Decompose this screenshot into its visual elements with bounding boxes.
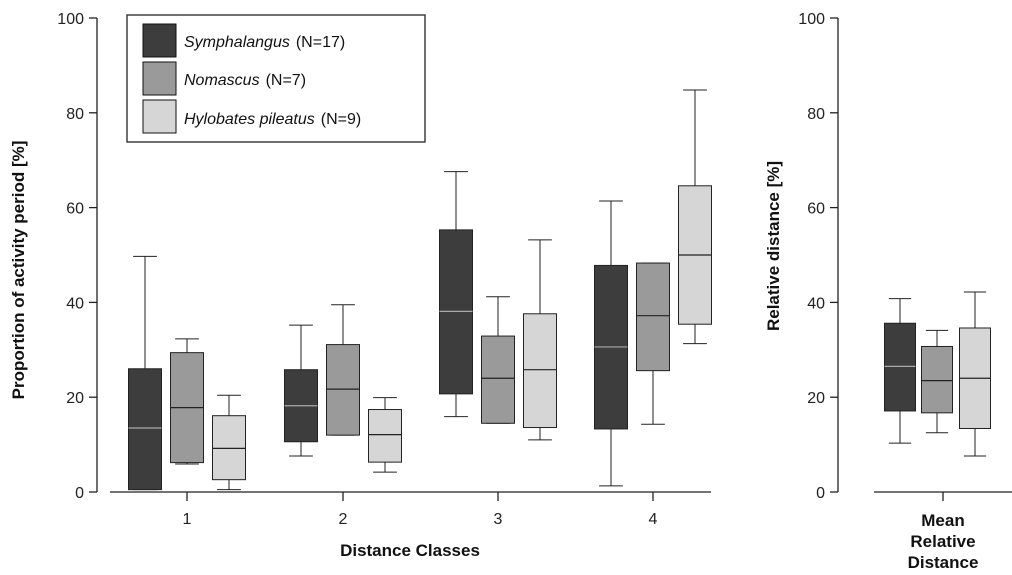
box-class-2-series-2-iqr-box	[326, 344, 360, 436]
left-y-tick-label: 60	[66, 201, 84, 218]
right-x-axis-title-line-2: Relative	[910, 532, 975, 551]
left-x-tick-label: 4	[649, 511, 658, 528]
right-y-tick-label: 40	[807, 295, 825, 312]
legend-swatch-hylobates-pileatus	[142, 99, 177, 134]
box-class-1-series-1-iqr-box	[128, 368, 162, 491]
left-x-tick-label: 1	[183, 511, 192, 528]
box-class-3-series-3	[523, 239, 557, 441]
box-class-3-series-2-iqr-box	[481, 335, 515, 424]
legend-label-nomascus: Nomascus (N=7)	[184, 72, 306, 89]
box-class-3-series-3-iqr-box	[523, 313, 557, 429]
right-y-tick-label: 80	[807, 106, 825, 123]
box-class-1-series-3-iqr-box	[212, 415, 246, 481]
box-class-3-series-1	[439, 171, 473, 418]
box-mean-relative-distance-series-1	[884, 298, 916, 444]
box-class-3-series-2	[481, 296, 515, 424]
legend-label-symphalangus: Symphalangus (N=17)	[184, 34, 345, 51]
left-y-tick-label: 100	[57, 11, 84, 28]
left-y-tick-label: 0	[75, 485, 84, 502]
legend-swatch-nomascus	[142, 61, 177, 96]
right-y-tick-label: 20	[807, 390, 825, 407]
box-class-2-series-3	[368, 397, 402, 473]
left-panel: 0 20 40 60 80 100 1 2 3 4	[57, 11, 712, 528]
box-mean-relative-distance-series-3	[959, 291, 991, 457]
legend-frame	[126, 14, 426, 143]
box-class-1-series-1	[128, 255, 162, 491]
box-class-2-series-2	[326, 304, 360, 436]
box-mean-relative-distance-series-2	[921, 329, 953, 434]
legend-label-hylobates-pileatus: Hylobates pileatus (N=9)	[184, 111, 361, 128]
legend-swatch-symphalangus	[142, 23, 177, 58]
box-class-4-series-2-iqr-box	[636, 262, 670, 372]
legend: Symphalangus (N=17) Nomascus (N=7) Hylobat…	[126, 14, 426, 143]
right-x-axis-title-line-1: Mean	[921, 511, 964, 530]
right-panel: 0 20 40 60 80 100	[798, 11, 1012, 502]
box-class-2-series-3-iqr-box	[368, 409, 402, 463]
box-mean-relative-distance-series-2-iqr-box	[921, 345, 953, 414]
left-y-tick-label: 20	[66, 390, 84, 407]
left-x-tick-label: 2	[339, 511, 348, 528]
left-y-axis-title: Proportion of activity period [%]	[9, 141, 28, 400]
right-y-tick-label: 60	[807, 201, 825, 218]
box-class-2-series-1	[284, 324, 318, 457]
box-mean-relative-distance-series-1-iqr-box	[884, 322, 916, 412]
box-class-4-series-3	[678, 89, 712, 345]
right-x-axis-title-line-3: Distance	[908, 553, 979, 572]
box-class-1-series-3	[212, 394, 246, 491]
left-y-tick-label: 40	[66, 295, 84, 312]
left-x-axis-title: Distance Classes	[340, 541, 480, 560]
right-y-axis-title: Relative distance [%]	[764, 161, 783, 331]
left-y-tick-label: 80	[66, 106, 84, 123]
box-class-4-series-2	[636, 262, 670, 425]
box-class-4-series-1	[594, 200, 628, 487]
box-class-1-series-2	[170, 338, 204, 465]
right-y-tick-label: 100	[798, 11, 825, 28]
left-x-tick-label: 3	[494, 511, 503, 528]
right-y-tick-label: 0	[816, 485, 825, 502]
